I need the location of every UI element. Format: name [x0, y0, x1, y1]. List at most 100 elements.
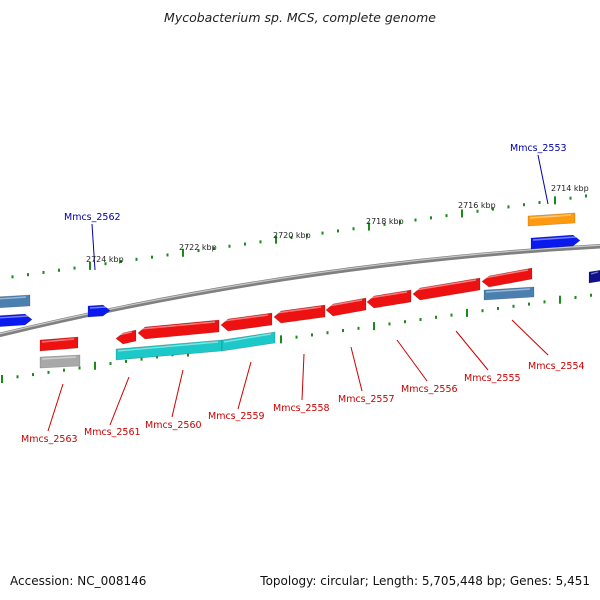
inner-tick-major	[466, 308, 468, 317]
topology-value: circular	[320, 574, 365, 588]
inner-tick-minor	[528, 302, 530, 306]
gene-label-mmcs-2559[interactable]: Mmcs_2559	[208, 411, 265, 422]
gene-mmcs-2563	[39, 336, 79, 352]
outer-tick-minor	[244, 242, 246, 246]
gene-mmcs-2553-cds	[530, 234, 581, 250]
gene-mmcs-2558-body	[273, 304, 326, 324]
gene-left-blue-shine	[0, 315, 29, 319]
accession-info: Accession: NC_008146	[10, 574, 146, 588]
inner-tick-minor	[388, 322, 391, 326]
gene-mmcs-2560	[137, 319, 220, 340]
inner-tick-major	[559, 295, 561, 304]
outer-tick-minor	[352, 227, 355, 231]
gene-mmcs-2563-body	[39, 336, 79, 352]
gene-mmcs-2560-shine	[139, 321, 216, 330]
scale-label-2716: 2716 kbp	[458, 201, 496, 210]
gene-label-mmcs-2561[interactable]: Mmcs_2561	[84, 427, 141, 438]
inner-tick-minor	[47, 370, 50, 374]
outer-tick-minor	[507, 205, 510, 209]
gene-mmcs-2555	[412, 277, 481, 301]
gene-mmcs-2554-body	[481, 267, 533, 288]
leader-mmcs-2560	[171, 369, 184, 418]
outer-tick-minor	[213, 246, 215, 250]
outer-tick-major	[182, 248, 184, 257]
gene-mmcs-2555-shine	[414, 279, 477, 291]
gene-label-mmcs-2555[interactable]: Mmcs_2555	[464, 373, 521, 384]
inner-tick-major	[1, 375, 3, 383]
scale-label-2714: 2714 kbp	[551, 184, 589, 193]
gene-steel-2554-shine	[485, 288, 531, 293]
gene-grey-2563	[39, 354, 81, 369]
outer-tick-minor	[290, 235, 293, 239]
backbone-arc	[0, 244, 600, 338]
inner-tick-minor	[497, 306, 499, 310]
gene-label-mmcs-2563[interactable]: Mmcs_2563	[21, 434, 78, 445]
outer-tick-minor	[383, 222, 386, 226]
gene-left-steel	[0, 294, 31, 309]
gene-right-navy	[588, 270, 600, 284]
outer-tick-major	[554, 196, 556, 205]
gene-features	[0, 212, 600, 369]
outer-tick-minor	[58, 268, 60, 272]
inner-tick-minor	[543, 300, 546, 304]
gene-left-steel-body	[0, 294, 31, 309]
leader-mmcs-2554	[511, 319, 549, 356]
gene-cds-cyan-a-shine	[117, 341, 219, 352]
gene-label-mmcs-2560[interactable]: Mmcs_2560	[145, 420, 202, 431]
outer-tick-minor	[430, 216, 432, 220]
topology-label: Topology:	[260, 574, 317, 588]
gene-mmcs-2554	[481, 267, 533, 288]
scale-ticks	[1, 194, 592, 383]
gene-mmcs-2558-shine	[275, 306, 322, 314]
outer-tick-minor	[306, 233, 308, 237]
gene-mmcs-2561	[115, 329, 137, 345]
inner-tick-minor	[295, 335, 298, 339]
gene-label-mmcs-2558[interactable]: Mmcs_2558	[273, 403, 330, 414]
outer-tick-major	[461, 209, 463, 218]
gene-left-blue	[0, 313, 33, 327]
outer-tick-minor	[11, 275, 14, 279]
scale-label-2718: 2718 kbp	[366, 217, 404, 226]
gene-mmcs-2555-body	[412, 277, 481, 301]
gene-mmcs-2561-shine	[117, 331, 133, 336]
genome-summary: Topology: circular; Length: 5,705,448 bp…	[260, 574, 590, 588]
inner-tick-major	[280, 335, 282, 344]
genome-backbone	[0, 244, 600, 338]
inner-tick-major	[94, 361, 96, 370]
gene-left-blue-body	[0, 313, 33, 327]
inner-tick-minor	[342, 329, 344, 333]
inner-tick-minor	[16, 375, 19, 379]
outer-tick-minor	[228, 244, 231, 248]
inner-tick-minor	[590, 293, 592, 297]
leader-mmcs-2557	[350, 346, 363, 392]
gene-mmcs-2559-shine	[222, 314, 269, 322]
inner-tick-minor	[450, 313, 453, 317]
gene-mmcs-2557	[325, 297, 367, 317]
gene-mmcs-2553-cds-shine	[532, 236, 577, 241]
backbone-highlight	[0, 244, 600, 335]
leader-mmcs-2558	[301, 353, 305, 401]
inner-tick-minor	[326, 331, 329, 335]
leader-mmcs-2556	[396, 339, 428, 382]
figure-title: Mycobacterium sp. MCS, complete genome	[164, 10, 436, 25]
gene-mmcs-2562-shine	[89, 306, 107, 309]
gene-cds-cyan-a	[115, 339, 223, 361]
outer-tick-minor	[492, 207, 494, 211]
outer-tick-major	[275, 235, 277, 244]
outer-tick-minor	[120, 260, 122, 264]
gene-mmcs-2558	[273, 304, 326, 324]
inner-tick-minor	[435, 315, 437, 319]
gene-label-mmcs-2557[interactable]: Mmcs_2557	[338, 394, 395, 405]
gene-label-mmcs-2554[interactable]: Mmcs_2554	[528, 361, 585, 372]
gene-label-mmcs-2562[interactable]: Mmcs_2562	[64, 212, 121, 223]
gene-label-mmcs-2553[interactable]: Mmcs_2553	[510, 143, 567, 154]
inner-tick-minor	[419, 318, 422, 322]
gene-mmcs-2563-shine	[41, 338, 75, 343]
leader-mmcs-2555	[455, 330, 489, 371]
label-leaders	[47, 154, 549, 432]
outer-tick-minor	[104, 262, 107, 266]
scale-label-2724: 2724 kbp	[86, 255, 124, 264]
gene-label-mmcs-2556[interactable]: Mmcs_2556	[401, 384, 458, 395]
inner-tick-minor	[125, 359, 127, 363]
gene-grey-2563-shine	[41, 356, 77, 360]
